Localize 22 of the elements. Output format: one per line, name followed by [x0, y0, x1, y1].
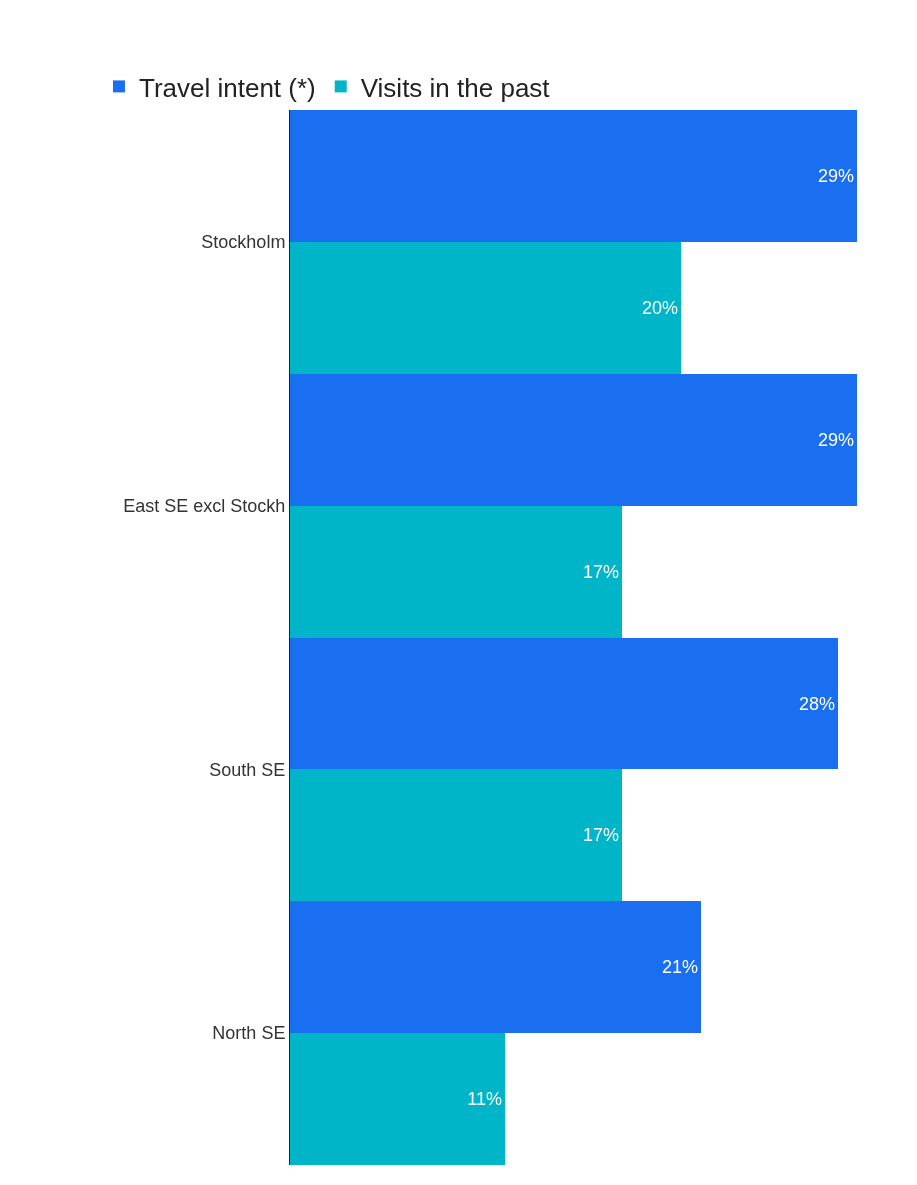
data-label: 11%: [467, 1089, 502, 1109]
data-label: 17%: [582, 825, 619, 845]
bar: [290, 901, 701, 1033]
y-tick-label: South SE: [209, 759, 286, 780]
data-label: 17%: [582, 562, 619, 582]
bar: [290, 1033, 505, 1165]
y-tick-label: North SE: [212, 1023, 286, 1044]
bar: [290, 110, 857, 242]
bar: [290, 242, 681, 374]
bar: [290, 506, 622, 638]
y-tick-label: East SE excl Stockh: [123, 495, 286, 516]
data-label: 28%: [798, 693, 835, 714]
bar: [290, 638, 838, 769]
y-tick-label: Stockholm: [201, 232, 286, 253]
bar: [290, 769, 622, 901]
data-label: 29%: [817, 430, 854, 450]
legend-label: Travel intent (*): [138, 72, 316, 103]
data-label: 21%: [661, 957, 698, 977]
data-label: 20%: [641, 298, 678, 318]
bar: [290, 374, 857, 506]
data-label: 29%: [817, 166, 854, 186]
legend-label: Visits in the past: [360, 72, 551, 103]
